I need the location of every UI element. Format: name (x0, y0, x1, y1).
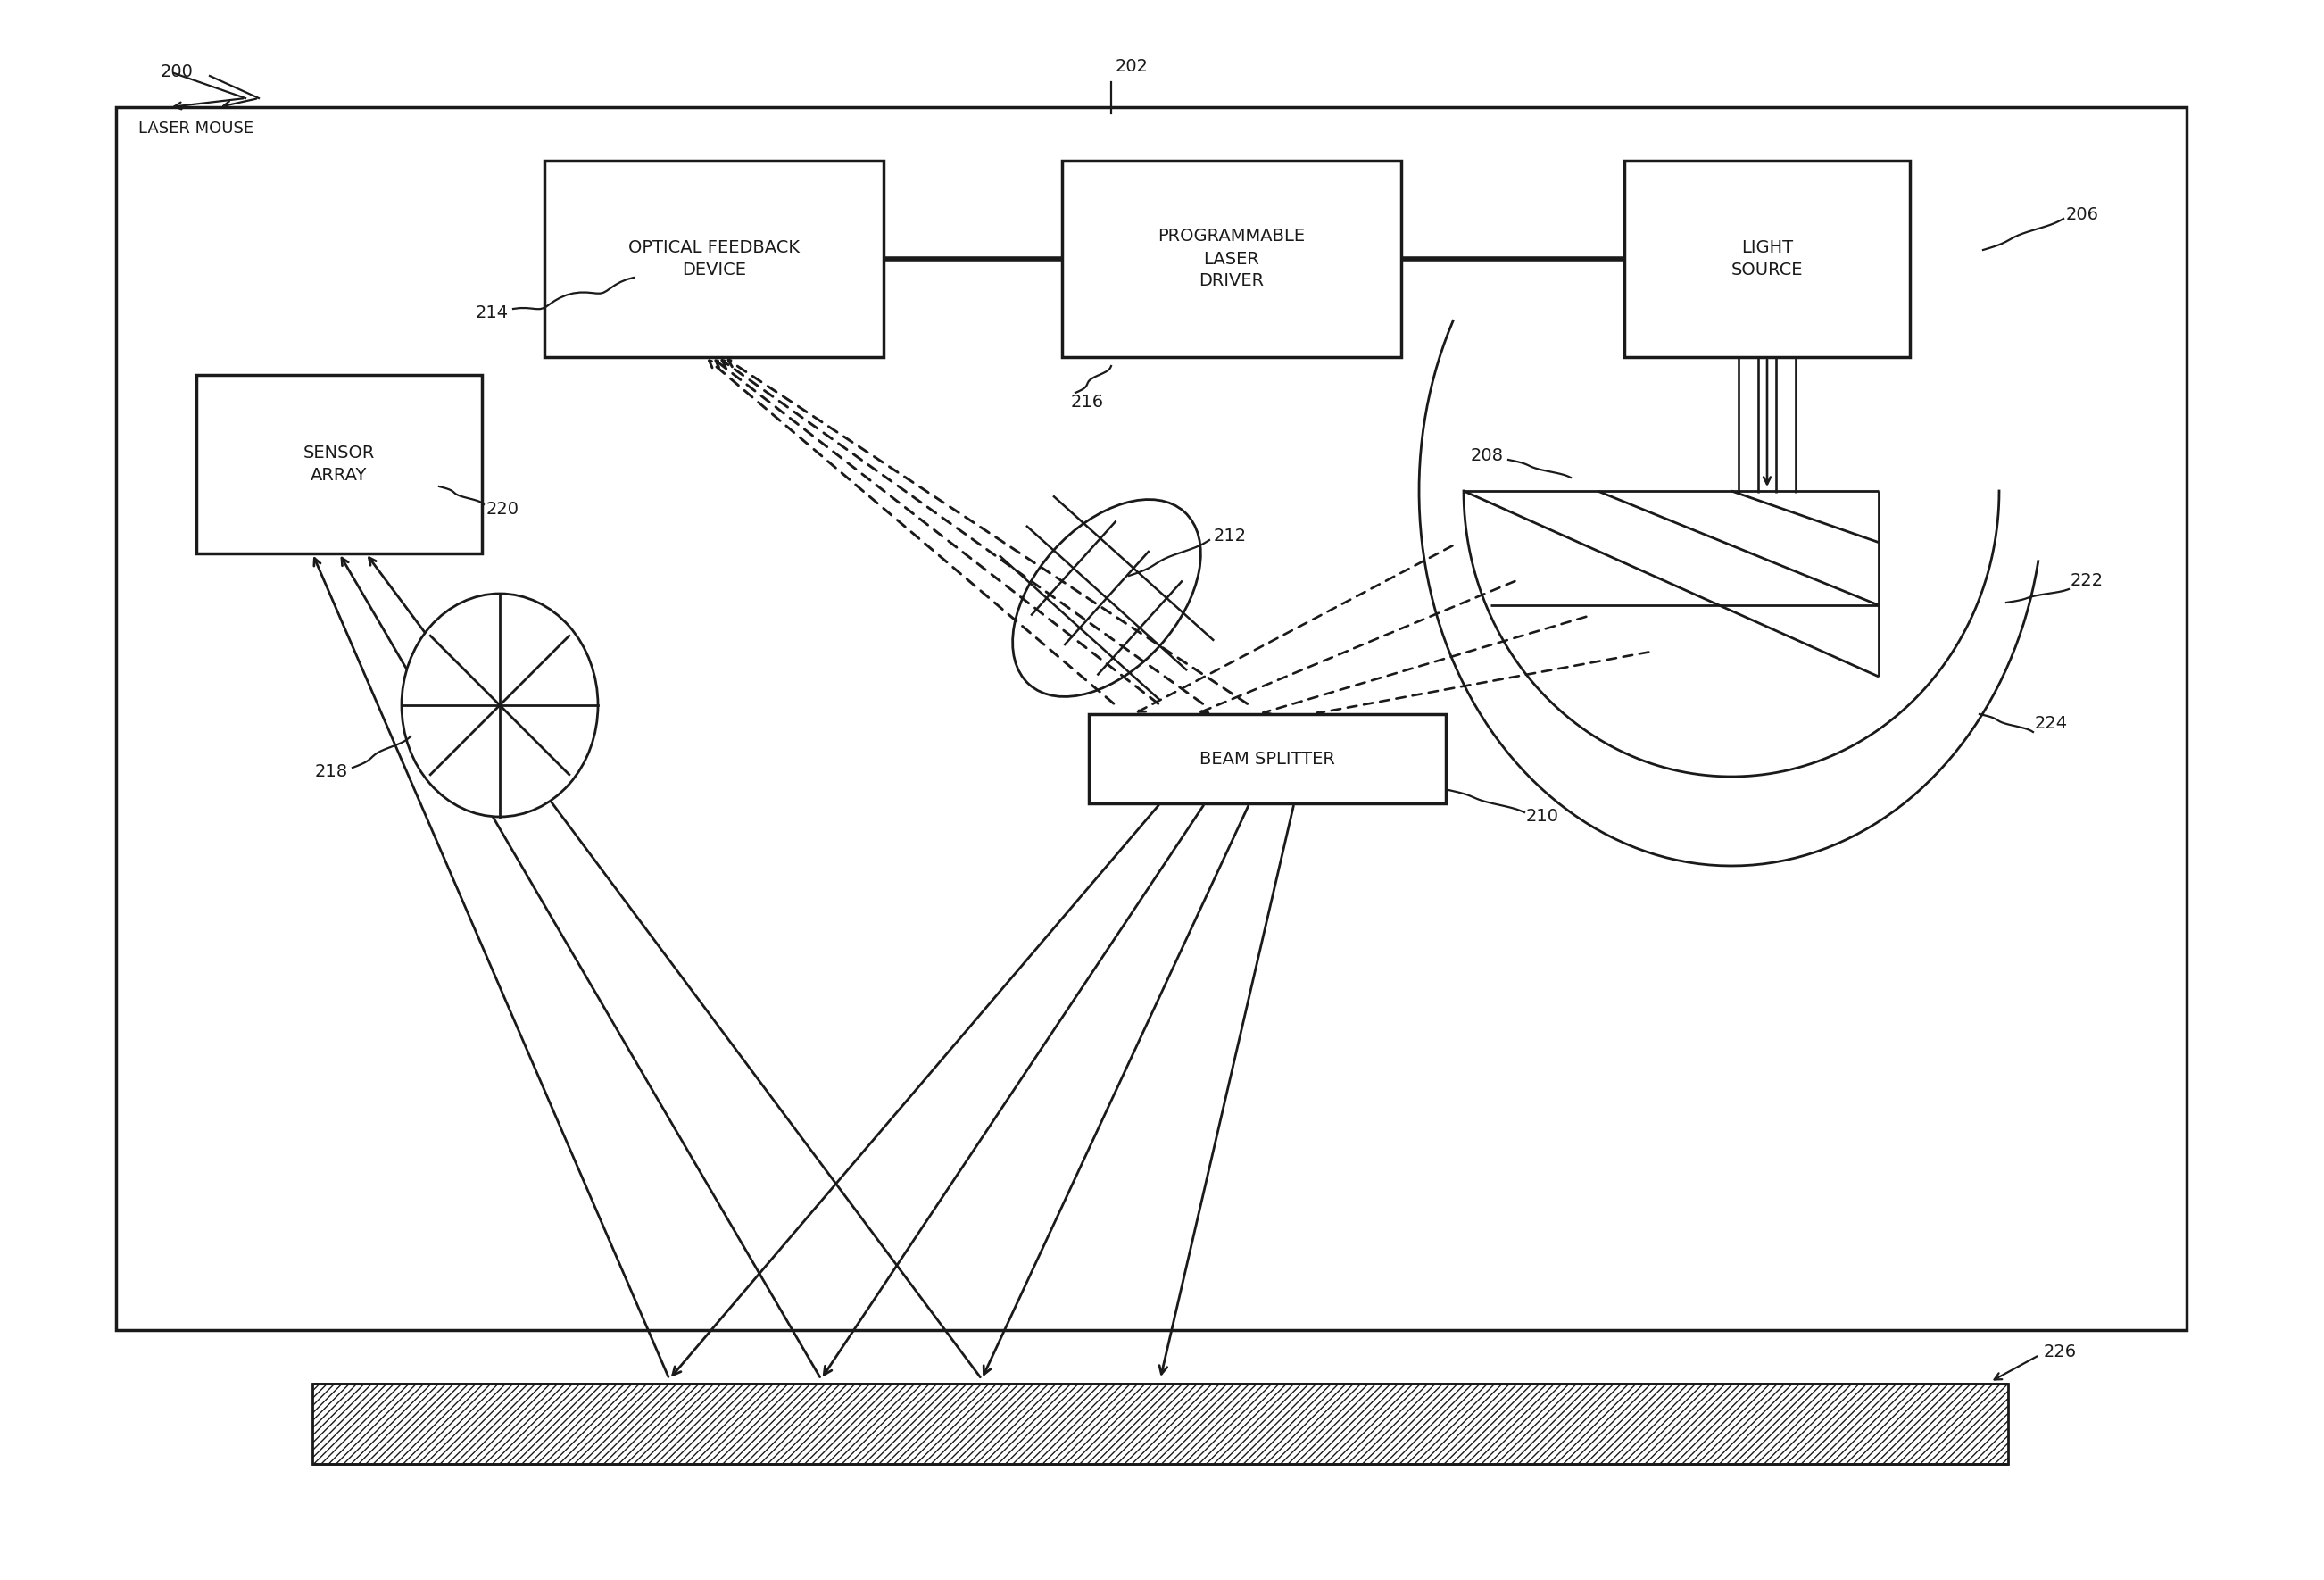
Text: 220: 220 (486, 501, 521, 517)
Ellipse shape (402, 594, 597, 817)
Text: 208: 208 (1471, 447, 1504, 465)
Bar (1624, 161, 1910, 357)
Text: 222: 222 (2071, 572, 2103, 589)
Text: 216: 216 (1071, 393, 1104, 411)
Bar (116, 107, 2187, 1330)
Text: 210: 210 (1527, 809, 1559, 825)
Text: BEAM SPLITTER: BEAM SPLITTER (1199, 750, 1334, 768)
Text: 214: 214 (476, 303, 509, 321)
Bar (544, 161, 883, 357)
Text: 224: 224 (2036, 714, 2068, 732)
Ellipse shape (1013, 499, 1202, 697)
Text: SENSOR
ARRAY: SENSOR ARRAY (302, 444, 374, 483)
Bar (1090, 714, 1446, 803)
Text: OPTICAL FEEDBACK
DEVICE: OPTICAL FEEDBACK DEVICE (627, 239, 799, 278)
Text: 200: 200 (160, 63, 193, 81)
Text: LASER MOUSE: LASER MOUSE (139, 120, 253, 136)
Text: LIGHT
SOURCE: LIGHT SOURCE (1731, 239, 1803, 278)
Text: 202: 202 (1116, 58, 1148, 76)
Bar (311, 1384, 2008, 1465)
Text: PROGRAMMABLE
LASER
DRIVER: PROGRAMMABLE LASER DRIVER (1157, 228, 1306, 289)
Text: 226: 226 (2043, 1345, 2078, 1360)
Bar (195, 374, 481, 553)
Text: 218: 218 (316, 763, 349, 781)
Bar (311, 1384, 2008, 1465)
Text: 212: 212 (1213, 528, 1248, 544)
Text: 206: 206 (2066, 205, 2099, 223)
Bar (1062, 161, 1401, 357)
